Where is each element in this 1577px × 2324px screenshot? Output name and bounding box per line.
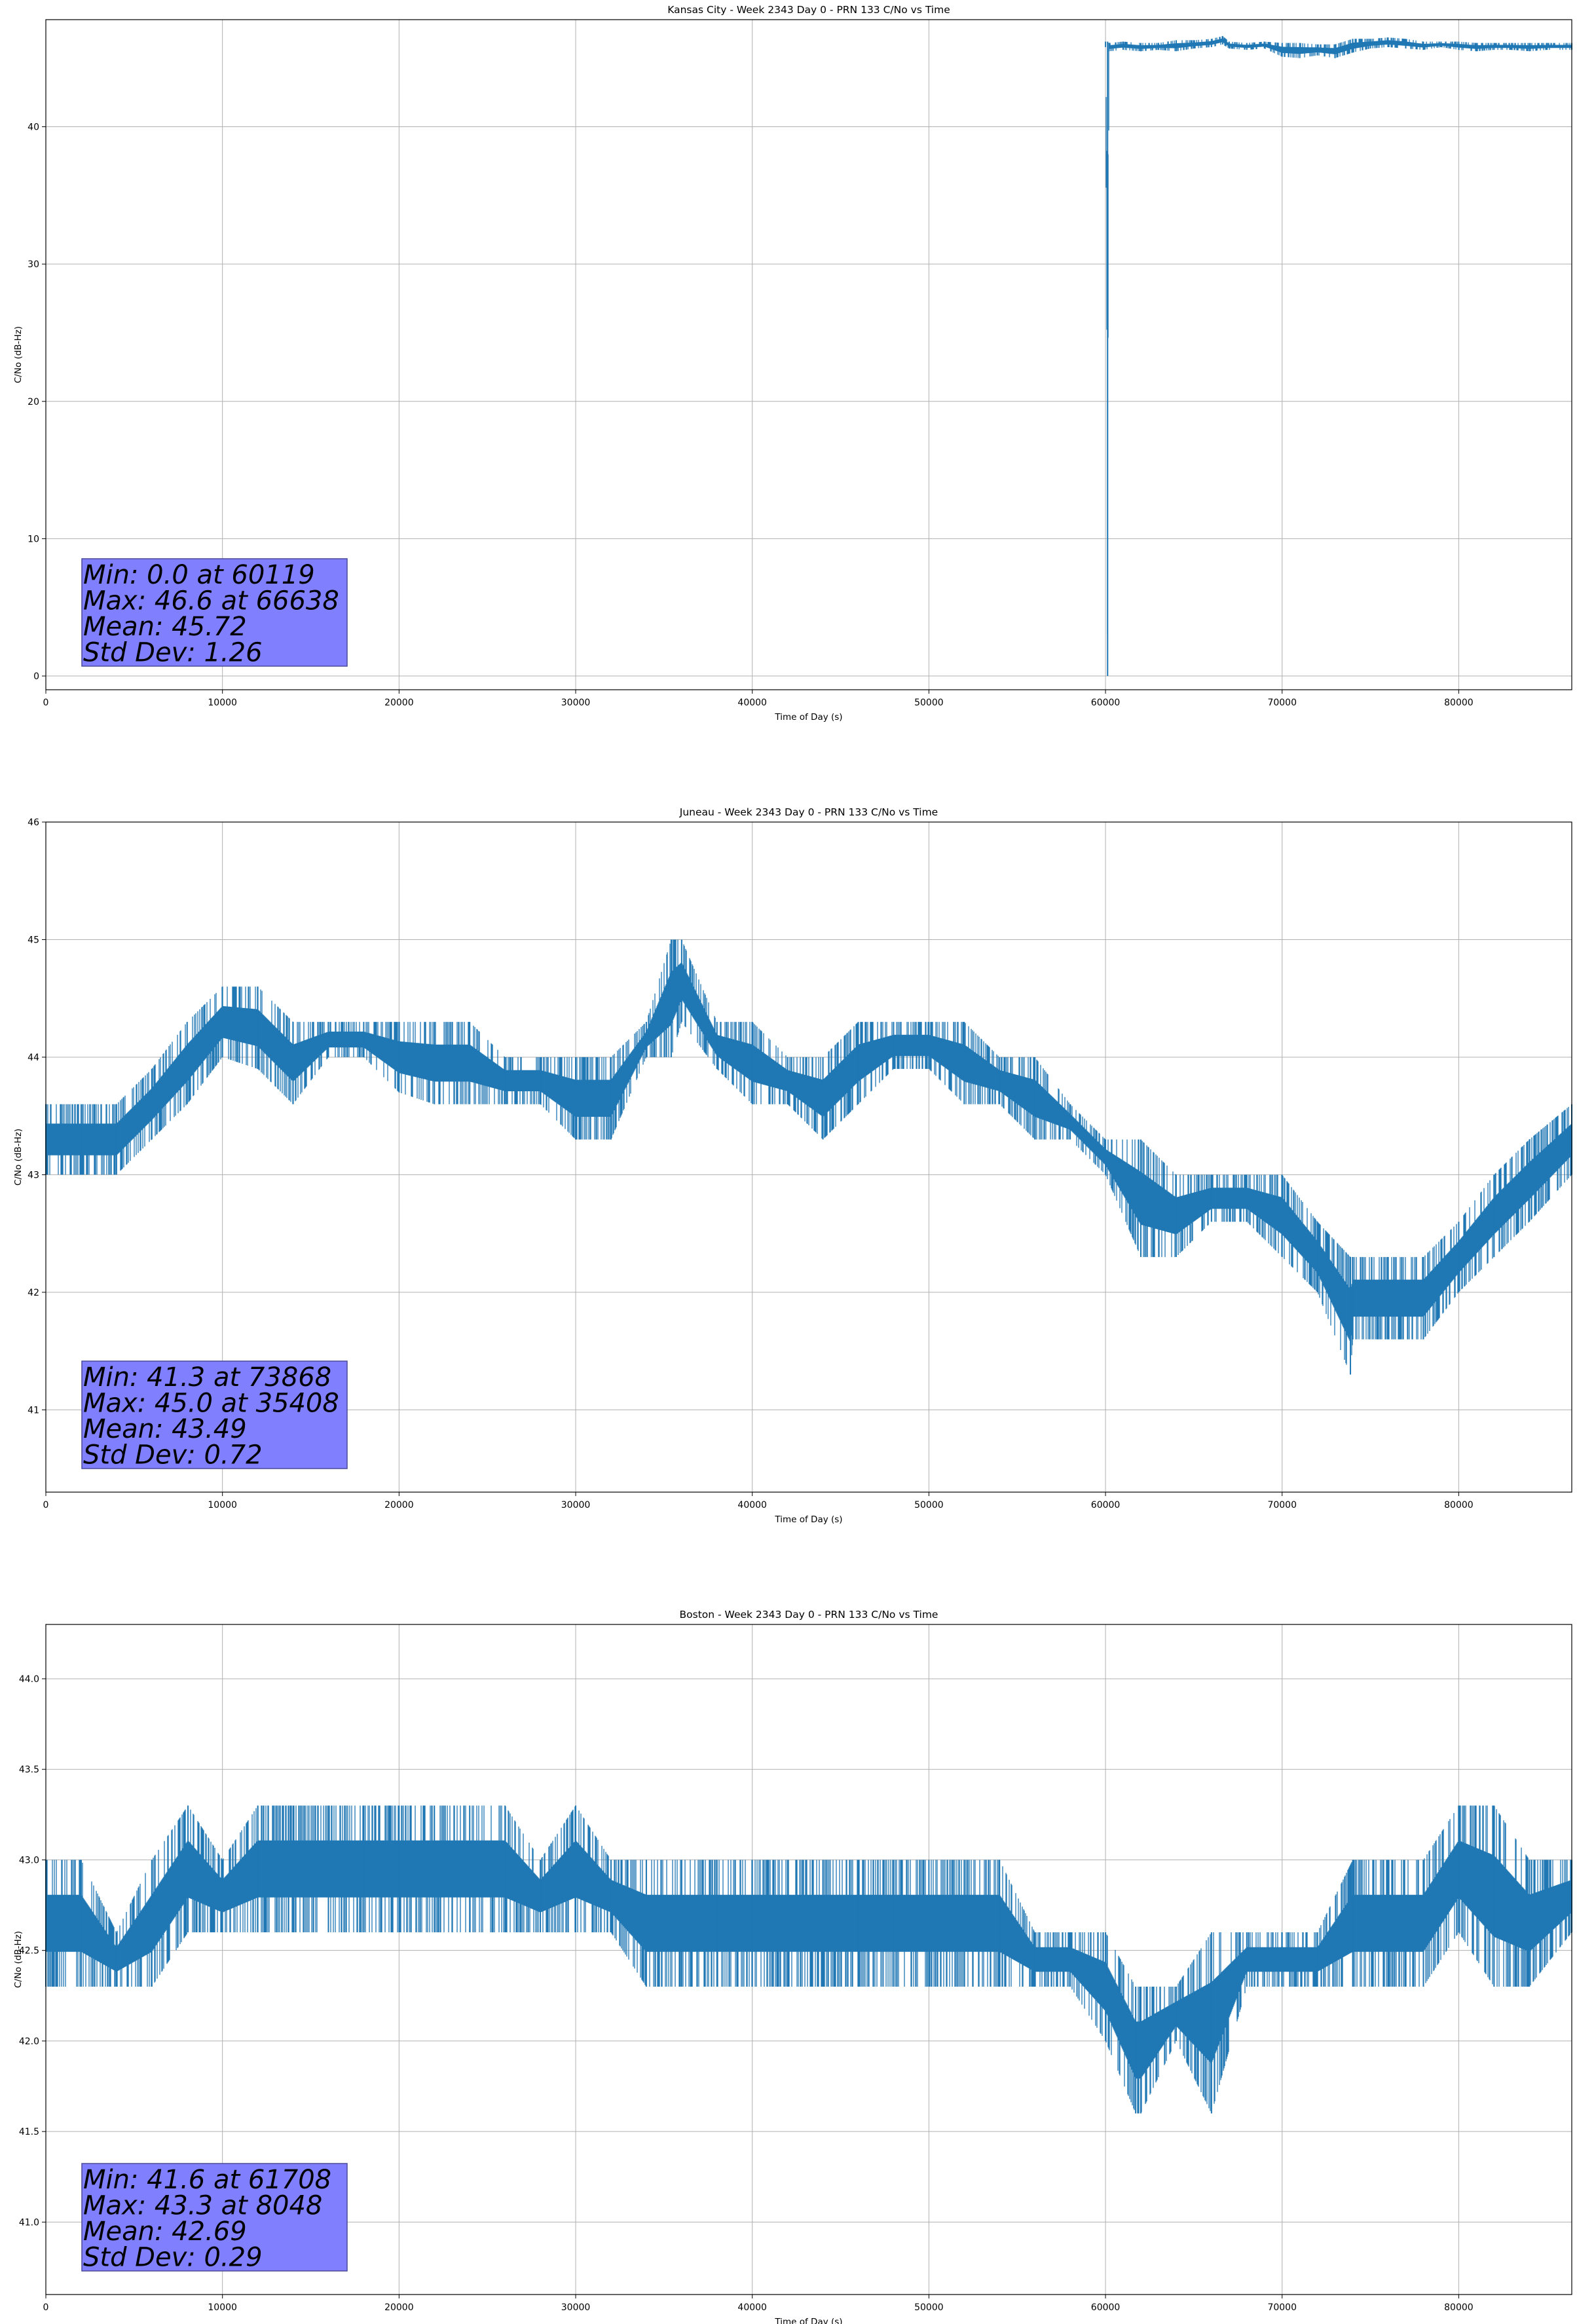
plot-frame (45, 821, 1572, 1493)
stats-line: Mean: 43.49 (83, 1414, 247, 1444)
series-band (45, 939, 1572, 1365)
x-axis-label: Time of Day (s) (774, 2317, 842, 2324)
chart-panel-2: 0 10000 20000 30000 40000 50000 60000 70000 8000… (13, 1609, 1572, 2324)
stats-line: Max: 46.6 at 66638 (83, 586, 339, 616)
x-tick-label: 20000 (384, 2302, 414, 2313)
x-axis-label: Time of Day (s) (774, 712, 842, 722)
stats-line: Std Dev: 0.29 (83, 2243, 263, 2273)
y-tick-label: 45 (28, 935, 39, 945)
x-tick-label: 60000 (1091, 2302, 1121, 2313)
x-tick-label: 70000 (1267, 698, 1297, 708)
x-tick-label: 20000 (384, 1500, 414, 1510)
stats-box (81, 1360, 348, 1469)
stats-line: Min: 41.6 at 61708 (83, 2165, 331, 2195)
y-tick-label: 43.0 (19, 1855, 39, 1865)
y-tick-label: 10 (28, 534, 39, 544)
chart-panel-0: 0 10000 20000 30000 40000 50000 60000 70000 8000… (13, 4, 1572, 722)
y-axis-label: C/No (dB-Hz) (13, 1931, 24, 1988)
x-tick-label: 60000 (1091, 698, 1121, 708)
y-tick-label: 42 (28, 1288, 39, 1298)
plot-frame (45, 19, 1572, 690)
series-band (45, 1805, 1572, 2114)
y-tick-label: 44.0 (19, 1674, 39, 1685)
stats-line: Max: 43.3 at 8048 (83, 2191, 322, 2221)
y-tick-label: 20 (28, 397, 39, 407)
x-tick-label: 30000 (561, 698, 591, 708)
x-tick-label: 70000 (1267, 2302, 1297, 2313)
x-axis-label: Time of Day (s) (774, 1514, 842, 1525)
x-tick-label: 80000 (1444, 2302, 1474, 2313)
x-tick-label: 10000 (208, 698, 237, 708)
x-tick-label: 0 (43, 2302, 49, 2313)
y-tick-label: 43 (28, 1170, 39, 1180)
y-tick-label: 41.5 (19, 2127, 39, 2137)
stats-line: Mean: 45.72 (83, 612, 247, 642)
x-tick-label: 50000 (914, 1500, 944, 1510)
x-tick-label: 40000 (737, 2302, 767, 2313)
stats-box (81, 558, 348, 667)
y-tick-label: 43.5 (19, 1765, 39, 1775)
x-tick-label: 70000 (1267, 1500, 1297, 1510)
y-tick-label: 44 (28, 1053, 39, 1063)
y-tick-label: 0 (33, 671, 39, 682)
x-tick-label: 50000 (914, 698, 944, 708)
x-tick-label: 0 (43, 1500, 49, 1510)
y-tick-label: 41.0 (19, 2217, 39, 2228)
x-tick-label: 60000 (1091, 1500, 1121, 1510)
x-tick-label: 40000 (737, 1500, 767, 1510)
chart-title: Juneau - Week 2343 Day 0 - PRN 133 C/No … (679, 806, 938, 818)
x-tick-label: 80000 (1444, 698, 1474, 708)
x-tick-label: 50000 (914, 2302, 944, 2313)
y-tick-label: 41 (28, 1405, 39, 1415)
y-axis-label: C/No (dB-Hz) (13, 326, 24, 383)
x-tick-label: 30000 (561, 1500, 591, 1510)
y-tick-label: 42.0 (19, 2036, 39, 2047)
chart-title: Boston - Week 2343 Day 0 - PRN 133 C/No … (680, 1609, 938, 1621)
x-tick-label: 10000 (208, 1500, 237, 1510)
stats-line: Mean: 42.69 (83, 2217, 247, 2247)
stats-line: Std Dev: 1.26 (83, 638, 263, 668)
series-band (1105, 36, 1572, 635)
stats-line: Min: 41.3 at 73868 (83, 1362, 331, 1393)
x-tick-label: 0 (43, 698, 49, 708)
stats-line: Std Dev: 0.72 (83, 1440, 263, 1471)
x-tick-label: 80000 (1444, 1500, 1474, 1510)
x-tick-label: 30000 (561, 2302, 591, 2313)
y-tick-label: 30 (28, 259, 39, 270)
stats-box (81, 2163, 348, 2272)
y-axis-label: C/No (dB-Hz) (13, 1129, 24, 1186)
chart-title: Kansas City - Week 2343 Day 0 - PRN 133 … (667, 4, 950, 16)
y-tick-label: 40 (28, 122, 39, 133)
x-tick-label: 10000 (208, 2302, 237, 2313)
stats-line: Min: 0.0 at 60119 (83, 560, 315, 590)
x-tick-label: 40000 (737, 698, 767, 708)
stats-line: Max: 45.0 at 35408 (83, 1389, 339, 1419)
y-tick-label: 46 (28, 817, 39, 828)
plot-frame (45, 1624, 1572, 2295)
y-tick-label: 42.5 (19, 1946, 39, 1957)
chart-panel-1: 0 10000 20000 30000 40000 50000 60000 70000 8000… (13, 806, 1572, 1525)
x-tick-label: 20000 (384, 698, 414, 708)
